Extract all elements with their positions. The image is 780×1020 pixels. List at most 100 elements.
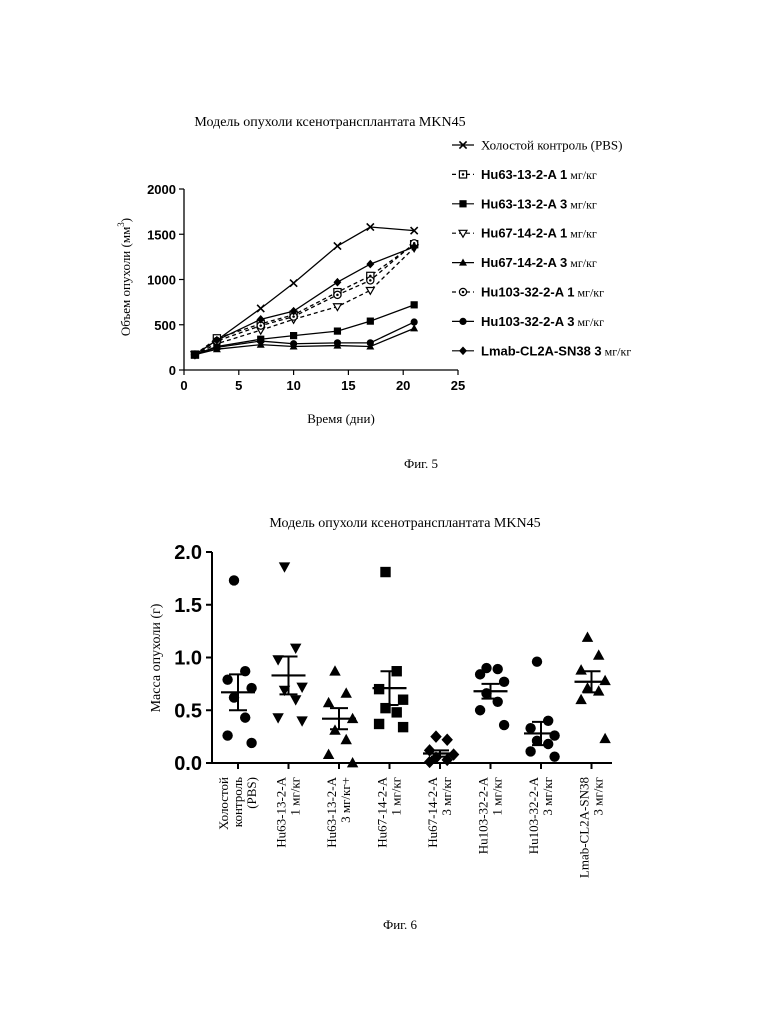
- fig6-y-tick-label: 1.0: [174, 648, 202, 670]
- fig5-legend: Холостой контроль (PBS)Hu63-13-2-A 1 мг/…: [452, 138, 631, 359]
- fig5-y-tick-label: 1500: [147, 227, 176, 242]
- fig6-data-point: [441, 734, 452, 746]
- fig5-y-tick-label: 500: [154, 318, 176, 333]
- fig5-legend-marker: [459, 200, 466, 207]
- fig6-x-tick-label: Hu67-14-2-A1 мг/кг: [375, 776, 404, 847]
- fig5-data-point: [290, 340, 297, 347]
- fig5-series-line: [195, 322, 414, 355]
- fig5-data-point: [334, 339, 341, 346]
- fig6-data-point: [493, 664, 503, 674]
- fig6-data-point: [323, 697, 334, 707]
- fig5-title: Модель опухоли ксенотрансплантата MKN45: [194, 115, 465, 130]
- fig6-data-point: [575, 664, 586, 674]
- fig6-data-point: [246, 738, 256, 748]
- fig6-data-point: [290, 644, 301, 654]
- fig6-data-point: [240, 712, 250, 722]
- fig6-x-tick-label: Hu63-13-2-A1 мг/кг: [274, 776, 303, 847]
- fig5-series-line: [195, 305, 414, 355]
- fig6-data-point: [543, 716, 553, 726]
- fig5-data-point: [290, 332, 297, 339]
- fig5-legend-marker: [459, 318, 466, 325]
- fig6-data-point: [499, 720, 509, 730]
- fig5-x-tick-label: 25: [451, 378, 465, 393]
- fig5-data-point: [411, 301, 418, 308]
- fig6-data-point: [575, 694, 586, 704]
- fig5-x-axis-label: Время (дни): [307, 411, 375, 426]
- fig6-data-point: [329, 665, 340, 675]
- fig6-data-point: [532, 657, 542, 667]
- fig6-x-tick-label: Холостойконтроль(PBS): [216, 777, 259, 830]
- fig6-data-point: [599, 733, 610, 743]
- fig6-data-point: [475, 669, 485, 679]
- fig6-data-point: [392, 707, 402, 717]
- fig5-x-tick-label: 15: [341, 378, 355, 393]
- fig6-x-tick-label: Hu103-32-2-A3 мг/кг: [526, 776, 555, 854]
- fig6-x-tick-label: Hu67-14-2-A3 мг/кг: [425, 776, 454, 847]
- fig5-data-point: [366, 287, 374, 294]
- fig5-y-axis-label: Объем опухоли (мм3): [116, 218, 133, 336]
- fig6-x-tick-label: Hu63-13-2-A3 мг/кг+: [324, 776, 353, 847]
- fig5-legend-marker: [459, 288, 466, 295]
- fig5-x-tick-label: 20: [396, 378, 410, 393]
- fig5-series-line: [195, 248, 414, 355]
- figure-5-line-chart: Модель опухоли ксенотрансплантата MKN45 …: [116, 115, 631, 471]
- fig5-y-tick-label: 2000: [147, 182, 176, 197]
- fig6-y-tick-label: 1.5: [174, 595, 202, 617]
- fig5-data-point: [334, 291, 341, 298]
- fig6-data-point: [272, 713, 283, 723]
- fig6-data-point: [599, 675, 610, 685]
- fig6-data-point: [296, 683, 307, 693]
- fig5-y-tick-label: 1000: [147, 273, 176, 288]
- fig5-data-point: [257, 305, 264, 312]
- fig6-data-point: [279, 562, 290, 572]
- fig5-legend-label: Hu103-32-2-A 3 мг/кг: [481, 314, 604, 329]
- fig5-legend-label: Hu67-14-2-A 1 мг/кг: [481, 226, 597, 241]
- fig6-title: Модель опухоли ксенотрансплантата MKN45: [269, 516, 540, 531]
- fig6-x-tick-label: Hu103-32-2-A1 мг/кг: [476, 776, 505, 854]
- fig6-data-point: [229, 575, 239, 585]
- fig6-data-point: [290, 695, 301, 705]
- fig6-data-point: [525, 746, 535, 756]
- fig6-data-point: [296, 716, 307, 726]
- fig5-legend-label: Hu67-14-2-A 3 мг/кг: [481, 255, 597, 270]
- fig6-data-point: [525, 723, 535, 733]
- fig6-data-point: [430, 730, 441, 742]
- fig6-data-point: [340, 687, 351, 697]
- fig5-legend-marker: [459, 346, 467, 355]
- fig5-legend-label: Lmab-CL2A-SN38 3 мг/кг: [481, 343, 631, 358]
- fig6-points-layer: [221, 562, 611, 768]
- fig5-data-point: [334, 242, 341, 249]
- fig6-y-tick-label: 2.0: [174, 542, 202, 564]
- fig5-x-tick-label: 10: [286, 378, 300, 393]
- fig5-series-layer: [191, 223, 418, 359]
- fig5-data-point: [367, 339, 374, 346]
- fig5-data-point: [366, 260, 374, 269]
- fig5-data-point: [257, 337, 264, 344]
- fig5-axes: 05101520250500100015002000: [147, 182, 465, 393]
- fig6-data-point: [582, 631, 593, 641]
- fig6-data-point: [340, 734, 351, 744]
- fig5-series-line: [195, 247, 414, 355]
- fig6-data-point: [593, 685, 604, 695]
- fig6-data-point: [222, 730, 232, 740]
- fig5-data-point: [367, 277, 374, 284]
- fig6-data-point: [398, 722, 408, 732]
- fig6-data-point: [593, 649, 604, 659]
- fig6-data-point: [543, 739, 553, 749]
- fig6-data-point: [323, 749, 334, 759]
- fig6-data-point: [380, 567, 390, 577]
- fig6-data-point: [549, 751, 559, 761]
- fig5-caption: Фиг. 5: [404, 456, 438, 471]
- fig5-data-point: [367, 318, 374, 325]
- fig6-y-axis-label: Масса опухоли (г): [149, 603, 164, 712]
- fig6-data-point: [475, 705, 485, 715]
- fig5-data-point: [334, 327, 341, 334]
- fig5-x-tick-label: 5: [235, 378, 242, 393]
- fig5-y-tick-label: 0: [169, 363, 176, 378]
- fig6-data-point: [398, 695, 408, 705]
- fig6-y-tick-label: 0.0: [174, 753, 202, 775]
- fig5-data-point: [333, 278, 341, 287]
- fig5-data-point: [213, 344, 220, 351]
- fig6-data-point: [549, 730, 559, 740]
- fig6-x-tick-label: Lmab-CL2A-SN383 мг/кг: [577, 777, 606, 878]
